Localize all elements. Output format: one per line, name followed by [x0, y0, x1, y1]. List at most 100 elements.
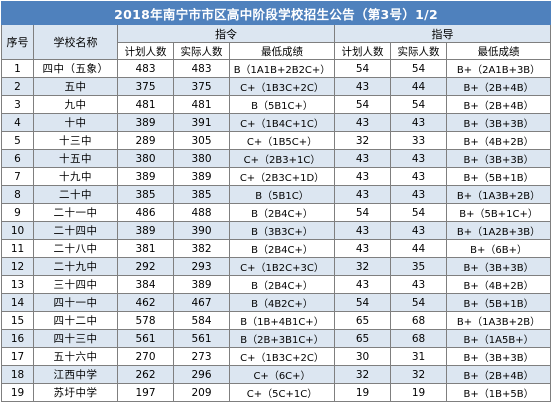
- cell-directive-actual[interactable]: 584: [173, 311, 230, 330]
- cell-guidance-min-score[interactable]: B+（2A1B+3B）: [445, 59, 551, 78]
- cell-seq[interactable]: 2: [1, 77, 34, 96]
- cell-guidance-actual[interactable]: 43: [390, 113, 447, 132]
- cell-seq[interactable]: 16: [1, 329, 34, 348]
- cell-guidance-actual[interactable]: 54: [390, 95, 447, 114]
- cell-directive-min-score[interactable]: C+（1B3C+2C）: [229, 77, 335, 96]
- cell-guidance-actual[interactable]: 31: [390, 347, 447, 366]
- cell-school-name[interactable]: 二十八中: [33, 239, 118, 258]
- cell-guidance-min-score[interactable]: B+（4B+2B）: [445, 275, 551, 294]
- cell-directive-actual[interactable]: 561: [173, 329, 230, 348]
- cell-guidance-actual[interactable]: 43: [390, 221, 447, 240]
- cell-directive-plan[interactable]: 289: [117, 131, 174, 150]
- cell-guidance-actual[interactable]: 68: [390, 311, 447, 330]
- cell-directive-actual[interactable]: 385: [173, 185, 230, 204]
- cell-seq[interactable]: 13: [1, 275, 34, 294]
- cell-directive-min-score[interactable]: B（2B4C+）: [229, 203, 335, 222]
- cell-guidance-actual[interactable]: 68: [390, 329, 447, 348]
- cell-guidance-plan[interactable]: 43: [334, 167, 391, 186]
- cell-guidance-plan[interactable]: 65: [334, 329, 391, 348]
- cell-directive-actual[interactable]: 209: [173, 383, 230, 402]
- cell-seq[interactable]: 1: [1, 59, 34, 78]
- cell-directive-actual[interactable]: 391: [173, 113, 230, 132]
- cell-guidance-min-score[interactable]: B+（2B+4B）: [445, 365, 551, 384]
- cell-guidance-actual[interactable]: 19: [390, 383, 447, 402]
- cell-school-name[interactable]: 江西中学: [33, 365, 118, 384]
- cell-guidance-min-score[interactable]: B+（3B+3B）: [445, 113, 551, 132]
- cell-guidance-plan[interactable]: 43: [334, 113, 391, 132]
- cell-seq[interactable]: 3: [1, 95, 34, 114]
- cell-guidance-min-score[interactable]: B+（4B+2B）: [445, 131, 551, 150]
- cell-guidance-plan[interactable]: 54: [334, 203, 391, 222]
- cell-school-name[interactable]: 十五中: [33, 149, 118, 168]
- cell-school-name[interactable]: 苏圩中学: [33, 383, 118, 402]
- cell-guidance-min-score[interactable]: B+（6B+）: [445, 239, 551, 258]
- cell-school-name[interactable]: 五十六中: [33, 347, 118, 366]
- cell-directive-actual[interactable]: 390: [173, 221, 230, 240]
- cell-directive-min-score[interactable]: C+（1B5C+）: [229, 131, 335, 150]
- cell-directive-min-score[interactable]: B（2B4C+）: [229, 239, 335, 258]
- cell-directive-actual[interactable]: 467: [173, 293, 230, 312]
- cell-seq[interactable]: 17: [1, 347, 34, 366]
- cell-guidance-actual[interactable]: 54: [390, 203, 447, 222]
- cell-guidance-plan[interactable]: 43: [334, 185, 391, 204]
- cell-directive-actual[interactable]: 380: [173, 149, 230, 168]
- cell-directive-plan[interactable]: 197: [117, 383, 174, 402]
- cell-guidance-min-score[interactable]: B+（5B+1B）: [445, 293, 551, 312]
- cell-guidance-actual[interactable]: 32: [390, 365, 447, 384]
- cell-guidance-plan[interactable]: 32: [334, 257, 391, 276]
- cell-directive-min-score[interactable]: C+（5C+1C）: [229, 383, 335, 402]
- cell-directive-plan[interactable]: 561: [117, 329, 174, 348]
- cell-directive-plan[interactable]: 481: [117, 95, 174, 114]
- cell-guidance-min-score[interactable]: B+（1B+5B）: [445, 383, 551, 402]
- cell-guidance-min-score[interactable]: B+（1A3B+2B）: [445, 311, 551, 330]
- cell-directive-min-score[interactable]: C+（1B4C+1C）: [229, 113, 335, 132]
- cell-guidance-min-score[interactable]: B+（1A5B+）: [445, 329, 551, 348]
- cell-seq[interactable]: 15: [1, 311, 34, 330]
- cell-school-name[interactable]: 二十九中: [33, 257, 118, 276]
- cell-directive-min-score[interactable]: C+（1B3C+2C）: [229, 347, 335, 366]
- cell-directive-min-score[interactable]: B（1A1B+2B2C+）: [229, 59, 335, 78]
- cell-seq[interactable]: 6: [1, 149, 34, 168]
- cell-guidance-plan[interactable]: 43: [334, 221, 391, 240]
- cell-directive-actual[interactable]: 273: [173, 347, 230, 366]
- cell-directive-min-score[interactable]: B（2B+3B1C+）: [229, 329, 335, 348]
- cell-seq[interactable]: 14: [1, 293, 34, 312]
- cell-guidance-actual[interactable]: 44: [390, 77, 447, 96]
- cell-directive-plan[interactable]: 462: [117, 293, 174, 312]
- cell-guidance-actual[interactable]: 54: [390, 293, 447, 312]
- cell-directive-plan[interactable]: 389: [117, 221, 174, 240]
- cell-guidance-actual[interactable]: 33: [390, 131, 447, 150]
- cell-guidance-plan[interactable]: 54: [334, 293, 391, 312]
- cell-directive-actual[interactable]: 375: [173, 77, 230, 96]
- cell-guidance-min-score[interactable]: B+（5B+1B）: [445, 167, 551, 186]
- cell-seq[interactable]: 9: [1, 203, 34, 222]
- cell-directive-plan[interactable]: 389: [117, 113, 174, 132]
- cell-guidance-min-score[interactable]: B+（2B+4B）: [445, 95, 551, 114]
- cell-directive-min-score[interactable]: B（2B4C+）: [229, 275, 335, 294]
- cell-guidance-min-score[interactable]: B+（1A3B+2B）: [445, 185, 551, 204]
- cell-directive-min-score[interactable]: C+（1B2C+3C）: [229, 257, 335, 276]
- cell-guidance-plan[interactable]: 32: [334, 365, 391, 384]
- cell-guidance-plan[interactable]: 43: [334, 77, 391, 96]
- cell-guidance-actual[interactable]: 43: [390, 275, 447, 294]
- cell-guidance-min-score[interactable]: B+（3B+3B）: [445, 149, 551, 168]
- cell-guidance-actual[interactable]: 43: [390, 185, 447, 204]
- cell-guidance-plan[interactable]: 19: [334, 383, 391, 402]
- cell-directive-actual[interactable]: 488: [173, 203, 230, 222]
- cell-directive-min-score[interactable]: C+（2B3+1C）: [229, 149, 335, 168]
- cell-guidance-plan[interactable]: 43: [334, 239, 391, 258]
- cell-school-name[interactable]: 四十一中: [33, 293, 118, 312]
- cell-school-name[interactable]: 二十一中: [33, 203, 118, 222]
- cell-seq[interactable]: 5: [1, 131, 34, 150]
- cell-school-name[interactable]: 十九中: [33, 167, 118, 186]
- cell-school-name[interactable]: 九中: [33, 95, 118, 114]
- cell-directive-plan[interactable]: 578: [117, 311, 174, 330]
- cell-seq[interactable]: 12: [1, 257, 34, 276]
- cell-directive-plan[interactable]: 375: [117, 77, 174, 96]
- cell-directive-actual[interactable]: 305: [173, 131, 230, 150]
- cell-guidance-min-score[interactable]: B+（3B+3B）: [445, 347, 551, 366]
- cell-directive-min-score[interactable]: B（3B3C+）: [229, 221, 335, 240]
- cell-school-name[interactable]: 五中: [33, 77, 118, 96]
- cell-directive-plan[interactable]: 483: [117, 59, 174, 78]
- cell-guidance-plan[interactable]: 43: [334, 275, 391, 294]
